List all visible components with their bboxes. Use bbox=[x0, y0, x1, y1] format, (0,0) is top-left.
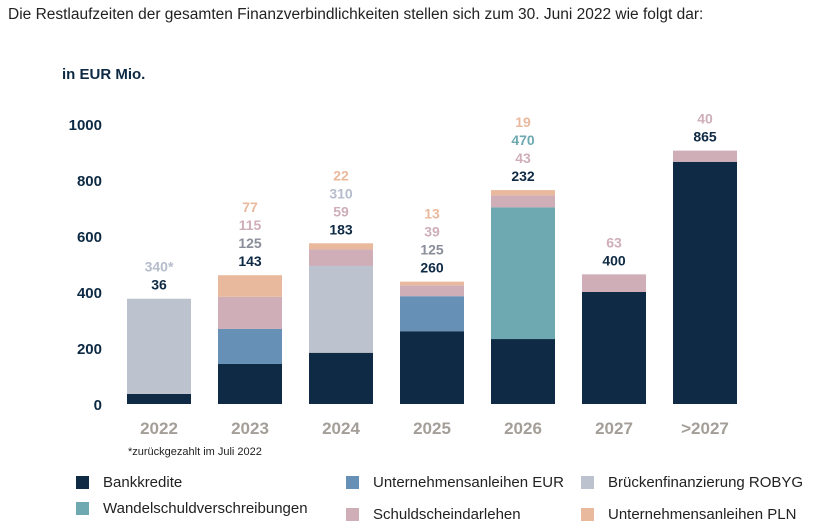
bar-segment bbox=[491, 190, 555, 196]
bar-segment bbox=[127, 393, 191, 404]
legend: Bankkredite Unternehmensanleihen EUR Brü… bbox=[0, 472, 827, 532]
x-tick-label: 2027 bbox=[595, 419, 633, 438]
bar-segment bbox=[582, 292, 646, 404]
data-label: 400 bbox=[602, 252, 626, 268]
legend-label: Bankkredite bbox=[103, 474, 183, 491]
y-tick-label: 400 bbox=[77, 285, 102, 302]
data-label: 13 bbox=[424, 206, 440, 222]
bar-segment bbox=[400, 296, 464, 332]
data-label: 43 bbox=[515, 150, 531, 166]
bar-segment bbox=[218, 296, 282, 329]
x-tick-label: >2027 bbox=[681, 419, 729, 438]
x-tick-label: 2022 bbox=[140, 419, 178, 438]
legend-item-bankkredite: Bankkredite bbox=[76, 474, 182, 491]
data-label: 232 bbox=[511, 168, 535, 184]
legend-label: Unternehmensanleihen PLN bbox=[608, 506, 797, 523]
bar-segment bbox=[309, 243, 373, 250]
x-tick-label: 2026 bbox=[504, 419, 542, 438]
bar-segment bbox=[400, 281, 464, 286]
legend-swatch bbox=[76, 476, 89, 489]
legend-item-schuldscheindarlehen: Schuldscheindarlehen bbox=[346, 506, 521, 523]
legend-swatch bbox=[76, 502, 89, 515]
x-tick-label: 2023 bbox=[231, 419, 269, 438]
data-label: 470 bbox=[511, 132, 535, 148]
bar-segment bbox=[309, 249, 373, 266]
intro-text: Die Restlaufzeiten der gesamten Finanzve… bbox=[8, 6, 704, 23]
bar-segment bbox=[309, 265, 373, 353]
x-tick-label: 2025 bbox=[413, 419, 451, 438]
legend-label: Wandelschuldverschreibungen bbox=[103, 500, 308, 517]
x-tick-label: 2024 bbox=[322, 419, 360, 438]
bar-segment bbox=[309, 352, 373, 404]
bar-segment bbox=[127, 298, 191, 394]
bar-segment bbox=[491, 207, 555, 340]
bar-segment bbox=[491, 195, 555, 208]
bar-segment bbox=[400, 331, 464, 404]
data-label: 260 bbox=[420, 260, 444, 276]
legend-label: Brückenfinanzierung ROBYG bbox=[608, 474, 804, 491]
data-label: 40 bbox=[697, 111, 713, 127]
data-label: 310 bbox=[329, 185, 353, 201]
bar-segment bbox=[582, 274, 646, 292]
bar-segment bbox=[673, 150, 737, 162]
legend-item-brueckenfinanzierung: Brückenfinanzierung ROBYG bbox=[581, 474, 803, 491]
data-label: 125 bbox=[420, 242, 444, 258]
y-tick-label: 0 bbox=[94, 397, 102, 414]
footnote: *zurückgezahlt im Juli 2022 bbox=[128, 446, 262, 458]
data-label: 340* bbox=[145, 259, 174, 275]
bar-segment bbox=[673, 161, 737, 404]
legend-label: Schuldscheindarlehen bbox=[373, 506, 521, 523]
data-label: 865 bbox=[693, 129, 717, 145]
unit-label: in EUR Mio. bbox=[62, 66, 146, 83]
y-tick-label: 200 bbox=[77, 341, 102, 358]
bar-segment bbox=[218, 363, 282, 404]
data-label: 63 bbox=[606, 234, 622, 250]
legend-item-wandelschuldverschreibungen: Wandelschuldverschreibungen bbox=[76, 500, 308, 517]
data-label: 183 bbox=[329, 221, 353, 237]
legend-item-unternehmensanleihen-pln: Unternehmensanleihen PLN bbox=[581, 506, 796, 523]
bar-segment bbox=[218, 328, 282, 364]
legend-swatch bbox=[346, 476, 359, 489]
data-label: 22 bbox=[333, 167, 349, 183]
bar-segment bbox=[400, 285, 464, 297]
legend-item-unternehmensanleihen-eur: Unternehmensanleihen EUR bbox=[346, 474, 564, 491]
bar-segment bbox=[218, 275, 282, 297]
data-label: 115 bbox=[239, 217, 262, 233]
y-tick-label: 600 bbox=[77, 229, 102, 246]
data-label: 143 bbox=[238, 253, 262, 269]
bar-segment bbox=[491, 339, 555, 404]
legend-label: Unternehmensanleihen EUR bbox=[373, 474, 564, 491]
legend-swatch bbox=[346, 508, 359, 521]
data-label: 59 bbox=[333, 203, 349, 219]
data-label: 39 bbox=[424, 224, 440, 240]
y-tick-label: 1000 bbox=[69, 117, 102, 134]
legend-swatch bbox=[581, 476, 594, 489]
y-tick-label: 800 bbox=[77, 173, 102, 190]
data-label: 36 bbox=[151, 277, 167, 293]
data-label: 77 bbox=[242, 199, 258, 215]
data-label: 125 bbox=[238, 235, 262, 251]
stacked-bar-chart: 0 200 400 600 800 1000 2022 340* 36 2023 77 115 125 1… bbox=[69, 111, 737, 458]
legend-swatch bbox=[581, 508, 594, 521]
data-label: 19 bbox=[515, 114, 531, 130]
